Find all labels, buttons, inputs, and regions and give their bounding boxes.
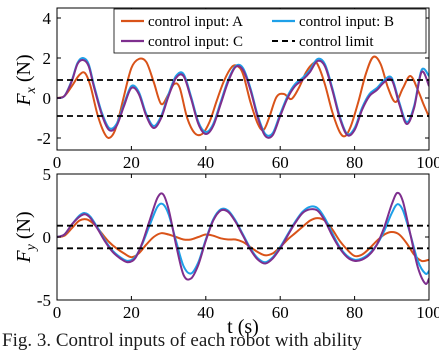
fy-x-tick-label: 40 (197, 303, 214, 322)
legend-label-b: control input: B (299, 14, 394, 30)
fy-series-c-line (57, 191, 429, 285)
fy-panel: 0 20 40 60 80 100-505 Fy (N) t (s) (13, 165, 439, 338)
fx-x-tick-label: 40 (197, 153, 214, 172)
fx-plot-frame (56, 7, 430, 151)
x-axis-label: t (s) (227, 316, 259, 338)
legend-label-a: control input: A (148, 14, 243, 30)
fx-y-axis-label: Fx (N) (13, 54, 39, 106)
fy-x-tick-label: 100 (416, 303, 439, 322)
fy-x-tick-label: 60 (272, 303, 289, 322)
fy-series-a-line (57, 217, 429, 263)
fx-y-tick-label: 0 (43, 89, 52, 108)
legend-box (113, 8, 427, 54)
fy-y-label-sub: y (24, 243, 39, 252)
fx-series-c-line (57, 58, 429, 139)
fx-y-label-sub: x (24, 86, 39, 94)
fy-x-tick-label: 0 (53, 303, 62, 322)
fy-y-tick-label: 5 (43, 165, 52, 184)
fy-series-b-line (57, 202, 429, 275)
fy-y-axis-label: Fy (N) (13, 211, 39, 263)
figure-caption: Fig. 3. Control inputs of each robot wit… (2, 330, 362, 351)
fx-x-tick-label: 100 (416, 153, 439, 172)
fy-x-tick-label: 80 (346, 303, 363, 322)
fx-x-tick-label: 0 (53, 153, 62, 172)
fy-plot-lines (57, 191, 429, 285)
fy-y-label-unit: (N) (13, 211, 35, 244)
fx-x-tick-label: 80 (346, 153, 363, 172)
fy-x-tick-label: 20 (123, 303, 140, 322)
fx-y-tick-label: -2 (37, 129, 51, 148)
legend-label-limit: control limit (299, 34, 374, 50)
fx-y-label-main: F (13, 93, 35, 107)
legend-label-c: control input: C (148, 34, 243, 50)
fx-plot-lines (57, 55, 429, 139)
fy-y-label-main: F (13, 250, 35, 264)
fx-y-tick-label: 2 (43, 49, 52, 68)
legend: control input: A control input: B contro… (113, 8, 427, 54)
fy-y-tick-label: -5 (37, 291, 51, 310)
fx-x-tick-label: 20 (123, 153, 140, 172)
fx-y-label-unit: (N) (13, 54, 35, 87)
fy-axis-ticks: 0 20 40 60 80 100-505 (37, 165, 439, 322)
fx-x-tick-label: 60 (272, 153, 289, 172)
fx-y-tick-label: 4 (43, 9, 52, 28)
fy-y-tick-label: 0 (43, 228, 52, 247)
